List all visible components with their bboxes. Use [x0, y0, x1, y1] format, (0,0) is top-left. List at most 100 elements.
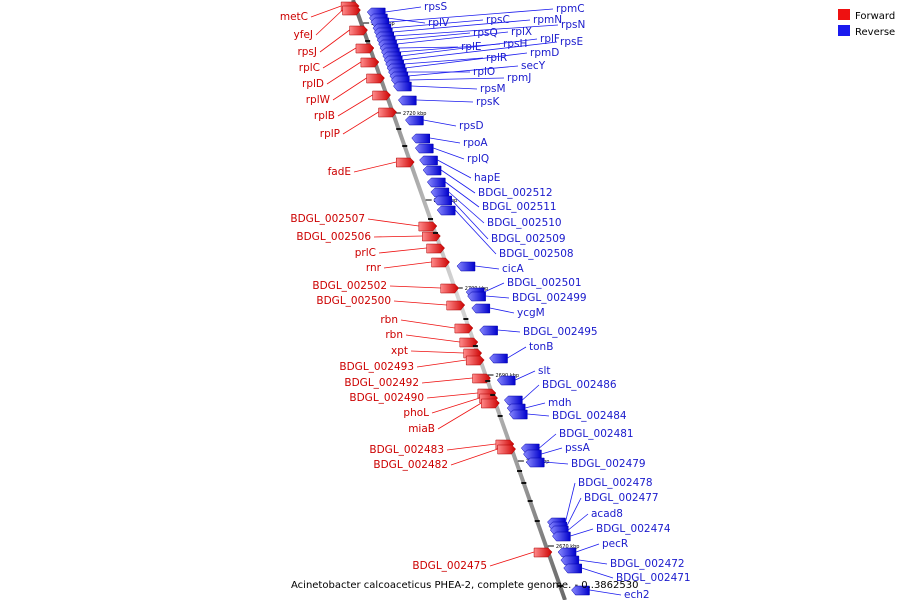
- reverse-gene-glyph[interactable]: [508, 409, 528, 420]
- reverse-gene-label[interactable]: rplQ: [467, 153, 489, 165]
- reverse-gene-label[interactable]: BDGL_002477: [584, 492, 659, 504]
- forward-gene-glyph[interactable]: [497, 444, 516, 455]
- reverse-gene-label[interactable]: rpoA: [463, 137, 488, 149]
- reverse-gene-glyph[interactable]: [479, 325, 498, 336]
- reverse-gene-glyph[interactable]: [393, 81, 412, 92]
- reverse-gene-glyph[interactable]: [414, 143, 434, 154]
- reverse-gene-label[interactable]: BDGL_002501: [507, 277, 582, 289]
- forward-gene-label[interactable]: BDGL_002502: [312, 280, 387, 292]
- forward-gene-label[interactable]: BDGL_002493: [339, 361, 414, 373]
- reverse-gene-label[interactable]: tonB: [529, 341, 553, 353]
- forward-gene-label[interactable]: BDGL_002482: [373, 459, 448, 471]
- reverse-gene-label[interactable]: BDGL_002486: [542, 379, 617, 391]
- reverse-gene-label[interactable]: rplX: [511, 26, 532, 38]
- forward-gene-label[interactable]: rplW: [306, 94, 331, 106]
- reverse-gene-label[interactable]: BDGL_002495: [523, 326, 598, 338]
- reverse-gene-label[interactable]: pssA: [565, 442, 591, 454]
- forward-gene-label[interactable]: BDGL_002483: [369, 444, 444, 456]
- forward-gene-label[interactable]: BDGL_002492: [344, 377, 419, 389]
- forward-gene-glyph[interactable]: [342, 5, 361, 16]
- reverse-gene-label[interactable]: rpmC: [556, 3, 585, 15]
- forward-gene-label[interactable]: fadE: [328, 166, 351, 178]
- reverse-gene-label[interactable]: BDGL_002474: [596, 523, 671, 535]
- reverse-gene-label[interactable]: BDGL_002484: [552, 410, 627, 422]
- reverse-gene-glyph[interactable]: [557, 547, 577, 558]
- forward-gene-label[interactable]: rbn: [380, 314, 398, 326]
- forward-gene-label[interactable]: rnr: [366, 262, 382, 274]
- forward-gene-glyph[interactable]: [395, 157, 415, 168]
- forward-gene-label[interactable]: BDGL_002506: [296, 231, 371, 243]
- forward-gene-label[interactable]: yfeJ: [294, 29, 313, 41]
- reverse-gene-glyph[interactable]: [503, 395, 523, 406]
- reverse-gene-glyph[interactable]: [422, 165, 442, 176]
- reverse-gene-label[interactable]: rpmJ: [507, 72, 531, 84]
- reverse-gene-label[interactable]: mdh: [548, 397, 572, 409]
- forward-gene-label[interactable]: phoL: [403, 407, 429, 419]
- reverse-gene-label[interactable]: acad8: [591, 508, 623, 520]
- reverse-gene-label[interactable]: BDGL_002478: [578, 477, 653, 489]
- reverse-gene-label[interactable]: rpsM: [480, 83, 506, 95]
- forward-gene-label[interactable]: miaB: [408, 423, 435, 435]
- forward-gene-glyph[interactable]: [533, 547, 553, 558]
- reverse-gene-glyph[interactable]: [496, 375, 516, 386]
- forward-gene-label[interactable]: rplD: [302, 78, 324, 90]
- reverse-gene-label[interactable]: BDGL_002471: [616, 572, 691, 584]
- reverse-gene-label[interactable]: rpsQ: [473, 27, 498, 39]
- reverse-gene-glyph[interactable]: [456, 261, 476, 272]
- forward-gene-glyph[interactable]: [426, 243, 445, 254]
- reverse-gene-glyph[interactable]: [523, 449, 542, 460]
- reverse-gene-label[interactable]: slt: [538, 365, 551, 377]
- reverse-gene-glyph[interactable]: [560, 555, 580, 566]
- forward-gene-label[interactable]: BDGL_002475: [412, 560, 487, 572]
- reverse-gene-glyph[interactable]: [489, 353, 508, 364]
- forward-gene-glyph[interactable]: [372, 90, 391, 101]
- forward-gene-glyph[interactable]: [431, 257, 450, 268]
- forward-gene-label[interactable]: BDGL_002500: [316, 295, 391, 307]
- reverse-gene-label[interactable]: rplR: [486, 52, 507, 64]
- reverse-gene-label[interactable]: BDGL_002479: [571, 458, 646, 470]
- reverse-gene-glyph[interactable]: [411, 133, 431, 144]
- forward-gene-label[interactable]: rplP: [320, 128, 340, 140]
- reverse-gene-label[interactable]: rpsS: [424, 1, 447, 13]
- forward-gene-label[interactable]: rplC: [299, 62, 320, 74]
- reverse-gene-glyph[interactable]: [525, 457, 545, 468]
- forward-gene-glyph[interactable]: [355, 43, 375, 54]
- reverse-gene-label[interactable]: BDGL_002472: [610, 558, 685, 570]
- forward-gene-glyph[interactable]: [465, 355, 485, 366]
- reverse-gene-glyph[interactable]: [436, 205, 456, 216]
- forward-gene-glyph[interactable]: [454, 323, 474, 334]
- reverse-gene-label[interactable]: rpsE: [560, 36, 583, 48]
- forward-gene-label[interactable]: BDGL_002507: [290, 213, 365, 225]
- reverse-gene-label[interactable]: rpsD: [459, 120, 484, 132]
- reverse-gene-label[interactable]: BDGL_002509: [491, 233, 566, 245]
- forward-gene-glyph[interactable]: [440, 283, 460, 294]
- forward-gene-label[interactable]: prlC: [355, 247, 376, 259]
- forward-gene-label[interactable]: rbn: [385, 329, 403, 341]
- reverse-gene-glyph[interactable]: [433, 195, 452, 206]
- reverse-gene-label[interactable]: cicA: [502, 263, 524, 275]
- reverse-gene-glyph[interactable]: [467, 291, 486, 302]
- reverse-gene-glyph[interactable]: [426, 177, 446, 188]
- reverse-gene-label[interactable]: rplV: [428, 17, 450, 29]
- reverse-gene-label[interactable]: BDGL_002481: [559, 428, 634, 440]
- reverse-gene-label[interactable]: BDGL_002499: [512, 292, 587, 304]
- forward-gene-glyph[interactable]: [349, 25, 368, 36]
- reverse-gene-glyph[interactable]: [571, 585, 590, 596]
- forward-gene-label[interactable]: xpt: [391, 345, 408, 357]
- reverse-gene-glyph[interactable]: [405, 115, 424, 126]
- reverse-gene-glyph[interactable]: [471, 303, 491, 314]
- forward-gene-glyph[interactable]: [459, 337, 479, 348]
- forward-gene-glyph[interactable]: [378, 107, 397, 118]
- forward-gene-glyph[interactable]: [366, 73, 385, 84]
- reverse-gene-label[interactable]: BDGL_002512: [478, 187, 553, 199]
- forward-gene-glyph[interactable]: [481, 398, 500, 409]
- reverse-gene-label[interactable]: BDGL_002510: [487, 217, 562, 229]
- reverse-gene-label[interactable]: rplO: [473, 66, 495, 78]
- reverse-gene-label[interactable]: hapE: [474, 172, 500, 184]
- forward-gene-glyph[interactable]: [360, 57, 380, 68]
- reverse-gene-label[interactable]: rpsN: [561, 19, 585, 31]
- forward-gene-label[interactable]: metC: [280, 11, 308, 23]
- forward-gene-label[interactable]: rplB: [314, 110, 335, 122]
- reverse-gene-label[interactable]: rpsK: [476, 96, 500, 108]
- reverse-gene-glyph[interactable]: [419, 155, 438, 166]
